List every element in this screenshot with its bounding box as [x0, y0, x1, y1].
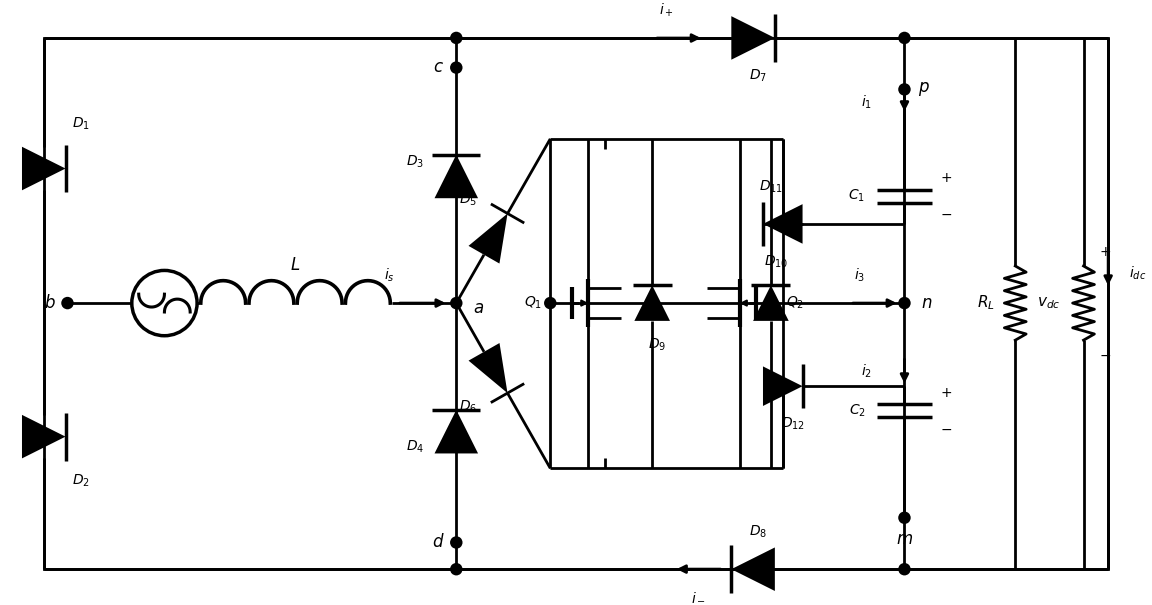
Text: $b$: $b$	[44, 294, 55, 312]
Text: $+$: $+$	[1099, 244, 1112, 258]
Text: $L$: $L$	[290, 257, 301, 274]
Text: $i_{dc}$: $i_{dc}$	[1129, 265, 1146, 282]
Text: $i_3$: $i_3$	[855, 267, 865, 284]
Circle shape	[544, 297, 556, 309]
Text: $n$: $n$	[920, 295, 932, 312]
Text: $-$: $-$	[940, 207, 952, 221]
Circle shape	[450, 297, 462, 309]
Text: $i_+$: $i_+$	[659, 2, 674, 19]
Circle shape	[450, 536, 462, 549]
Text: $-$: $-$	[1099, 347, 1112, 362]
Text: $D_2$: $D_2$	[73, 473, 90, 489]
Text: $a$: $a$	[472, 299, 484, 316]
Text: $D_3$: $D_3$	[406, 154, 424, 170]
Circle shape	[899, 83, 911, 96]
Text: $i_1$: $i_1$	[862, 94, 872, 111]
Circle shape	[450, 31, 462, 44]
Text: $v_{dc}$: $v_{dc}$	[1037, 295, 1061, 311]
Text: $i_-$: $i_-$	[691, 590, 706, 604]
Circle shape	[61, 297, 74, 309]
Polygon shape	[469, 343, 508, 393]
Text: $R_L$: $R_L$	[977, 293, 994, 312]
Polygon shape	[469, 214, 508, 264]
Polygon shape	[434, 410, 478, 454]
Text: $p$: $p$	[918, 80, 930, 99]
Polygon shape	[22, 147, 66, 191]
Circle shape	[899, 297, 911, 309]
Text: $C_2$: $C_2$	[849, 403, 865, 419]
Text: $D_{11}$: $D_{11}$	[759, 178, 783, 195]
Circle shape	[131, 270, 197, 336]
Text: $Q_1$: $Q_1$	[524, 295, 543, 312]
Text: $m$: $m$	[896, 531, 914, 548]
Text: $D_1$: $D_1$	[73, 116, 90, 132]
Circle shape	[450, 563, 462, 575]
Circle shape	[899, 563, 911, 575]
Text: $D_9$: $D_9$	[649, 336, 666, 353]
Text: $Q_2$: $Q_2$	[786, 295, 804, 312]
Text: $d$: $d$	[432, 534, 445, 552]
Text: $D_{10}$: $D_{10}$	[764, 253, 788, 270]
Bar	[44, 38, 1108, 569]
Text: $D_8$: $D_8$	[749, 523, 767, 540]
Polygon shape	[732, 16, 775, 60]
Text: $D_5$: $D_5$	[458, 191, 477, 208]
Polygon shape	[732, 548, 775, 591]
Text: $D_7$: $D_7$	[749, 67, 767, 83]
Text: $+$: $+$	[940, 386, 952, 400]
Text: $c$: $c$	[433, 59, 444, 76]
Polygon shape	[434, 155, 478, 198]
Polygon shape	[763, 204, 803, 244]
Polygon shape	[763, 367, 803, 406]
Text: $D_4$: $D_4$	[406, 439, 424, 455]
Text: $D_{12}$: $D_{12}$	[781, 416, 805, 432]
Circle shape	[899, 31, 911, 44]
Text: $-$: $-$	[940, 422, 952, 436]
Circle shape	[450, 61, 462, 74]
Circle shape	[899, 511, 911, 524]
Text: $i_s$: $i_s$	[384, 267, 394, 284]
Polygon shape	[635, 286, 670, 321]
Polygon shape	[753, 286, 789, 321]
Text: $C_1$: $C_1$	[849, 188, 865, 204]
Text: $+$: $+$	[940, 171, 952, 185]
Polygon shape	[22, 415, 66, 459]
Text: $D_6$: $D_6$	[458, 399, 477, 415]
Text: $i_2$: $i_2$	[862, 362, 872, 380]
